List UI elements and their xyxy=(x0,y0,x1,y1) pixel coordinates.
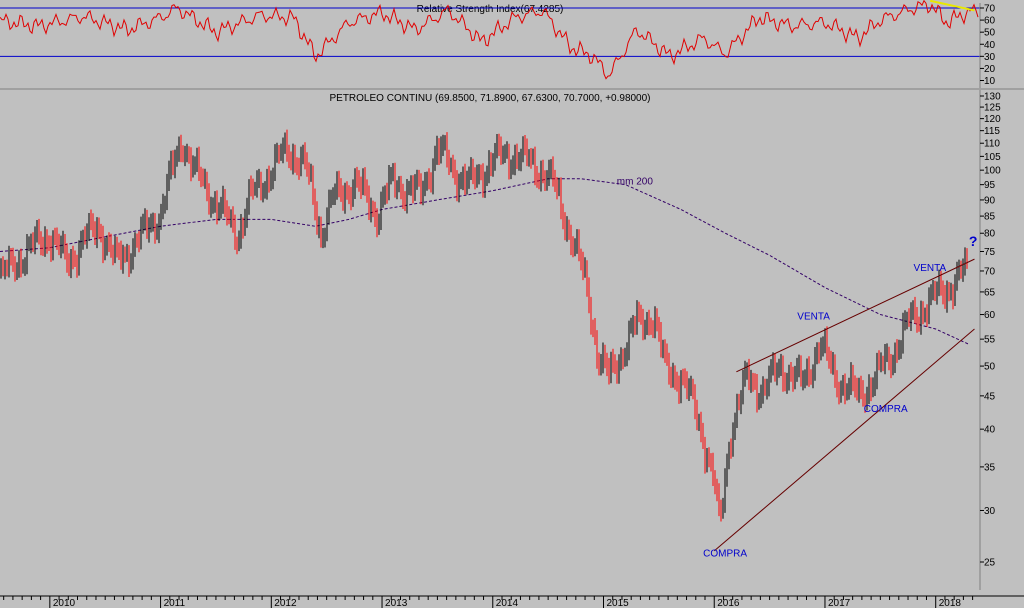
annotation-1: VENTA xyxy=(797,311,830,322)
x-tick-label-1: 2011 xyxy=(164,598,186,608)
rsi-tick-label-6: 70 xyxy=(984,4,996,15)
x-tick-label-7: 2017 xyxy=(828,598,851,608)
x-tick-label-5: 2015 xyxy=(607,598,630,608)
price-tick-label-10: 75 xyxy=(984,247,996,258)
rsi-tick-label-4: 50 xyxy=(984,28,996,39)
price-tick-label-14: 95 xyxy=(984,180,996,191)
x-axis: 2010 2011 2012 2013 2014 2015 2016 2017 2018 xyxy=(0,595,1024,608)
rsi-tick-label-1: 20 xyxy=(984,64,996,75)
moving-average-line xyxy=(0,178,970,345)
x-tick-label-6: 2016 xyxy=(717,598,740,608)
moving-average-label: mm 200 xyxy=(617,177,654,188)
annotation-0: COMPRA xyxy=(703,548,747,559)
price-tick-label-12: 85 xyxy=(984,212,996,223)
price-tick-label-3: 40 xyxy=(984,425,996,436)
price-tick-label-11: 80 xyxy=(984,229,996,240)
rsi-trendline xyxy=(929,0,975,12)
price-panel: PETROLEO CONTINU (69.8500, 71.8900, 67.6… xyxy=(0,90,1001,590)
price-tick-label-19: 120 xyxy=(984,114,1001,125)
price-tick-label-0: 25 xyxy=(984,558,996,569)
price-tick-label-2: 35 xyxy=(984,462,996,473)
price-title: PETROLEO CONTINU (69.8500, 71.8900, 67.6… xyxy=(329,93,650,104)
x-tick-label-3: 2013 xyxy=(385,598,408,608)
price-tick-label-5: 50 xyxy=(984,362,996,373)
rsi-tick-label-5: 60 xyxy=(984,16,996,27)
channel-line-1 xyxy=(736,258,975,373)
price-tick-label-4: 45 xyxy=(984,391,996,402)
rsi-panel: Relative Strength Index(67.4285) 10203040… xyxy=(0,0,1024,90)
candles xyxy=(0,129,968,522)
annotation-2: COMPRA xyxy=(864,404,908,415)
rsi-tick-label-0: 10 xyxy=(984,76,996,87)
price-tick-label-18: 115 xyxy=(984,126,1000,137)
price-tick-label-20: 125 xyxy=(984,103,1001,114)
price-tick-label-16: 105 xyxy=(984,152,1001,163)
price-tick-label-13: 90 xyxy=(984,195,996,206)
annotation-4: ? xyxy=(969,233,978,249)
price-tick-label-9: 70 xyxy=(984,266,996,277)
price-tick-label-17: 110 xyxy=(984,139,1000,150)
price-tick-label-21: 130 xyxy=(984,92,1001,103)
price-tick-label-8: 65 xyxy=(984,287,996,298)
price-tick-label-1: 30 xyxy=(984,506,996,517)
price-tick-label-15: 100 xyxy=(984,166,1001,177)
x-tick-label-4: 2014 xyxy=(496,598,519,608)
channel-line-0 xyxy=(713,328,975,552)
rsi-tick-label-2: 30 xyxy=(984,52,996,63)
x-tick-label-0: 2010 xyxy=(53,598,76,608)
price-tick-label-6: 55 xyxy=(984,335,996,346)
annotation-3: VENTA xyxy=(914,263,947,274)
rsi-tick-label-3: 40 xyxy=(984,40,996,51)
price-tick-label-7: 60 xyxy=(984,310,996,321)
rsi-title: Relative Strength Index(67.4285) xyxy=(417,4,564,15)
x-tick-label-8: 2018 xyxy=(939,598,962,608)
rsi-line xyxy=(0,0,979,80)
x-tick-label-2: 2012 xyxy=(274,598,297,608)
